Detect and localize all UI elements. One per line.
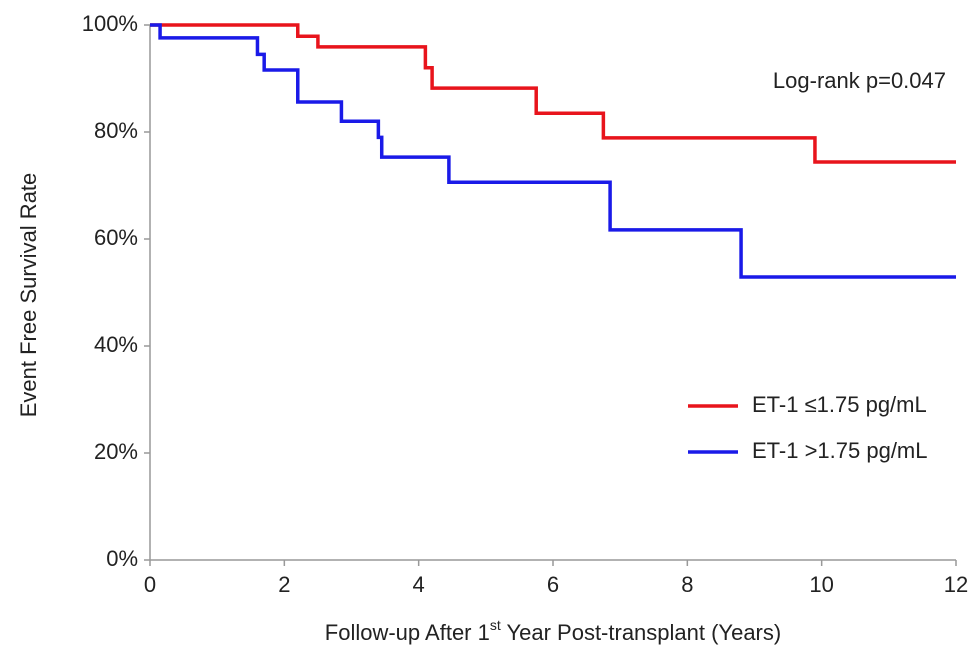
x-label-sup: st bbox=[490, 617, 501, 633]
legend-label: ET-1 ≤1.75 pg/mL bbox=[752, 392, 927, 417]
survival-curve bbox=[150, 23, 956, 279]
x-tick-label: 6 bbox=[547, 572, 559, 597]
x-tick-label: 4 bbox=[413, 572, 425, 597]
x-tick-label: 2 bbox=[278, 572, 290, 597]
x-tick-label: 8 bbox=[681, 572, 693, 597]
x-tick-label: 10 bbox=[809, 572, 833, 597]
x-tick-label: 12 bbox=[944, 572, 968, 597]
x-label-part: Year Post-transplant (Years) bbox=[501, 620, 781, 645]
x-axis-label: Follow-up After 1st Year Post-transplant… bbox=[325, 617, 781, 645]
y-tick-label: 80% bbox=[94, 118, 138, 143]
annotation: Log-rank p=0.047 bbox=[773, 68, 946, 93]
y-tick-label: 100% bbox=[82, 11, 138, 36]
y-tick-label: 40% bbox=[94, 332, 138, 357]
x-label-part: Follow-up After 1 bbox=[325, 620, 490, 645]
y-tick-label: 20% bbox=[94, 439, 138, 464]
legend-label: ET-1 >1.75 pg/mL bbox=[752, 438, 928, 463]
y-tick-label: 60% bbox=[94, 225, 138, 250]
y-tick-label: 0% bbox=[106, 546, 138, 571]
y-axis-label: Event Free Survival Rate bbox=[16, 173, 41, 418]
x-tick-label: 0 bbox=[144, 572, 156, 597]
survival-curve bbox=[150, 23, 956, 164]
